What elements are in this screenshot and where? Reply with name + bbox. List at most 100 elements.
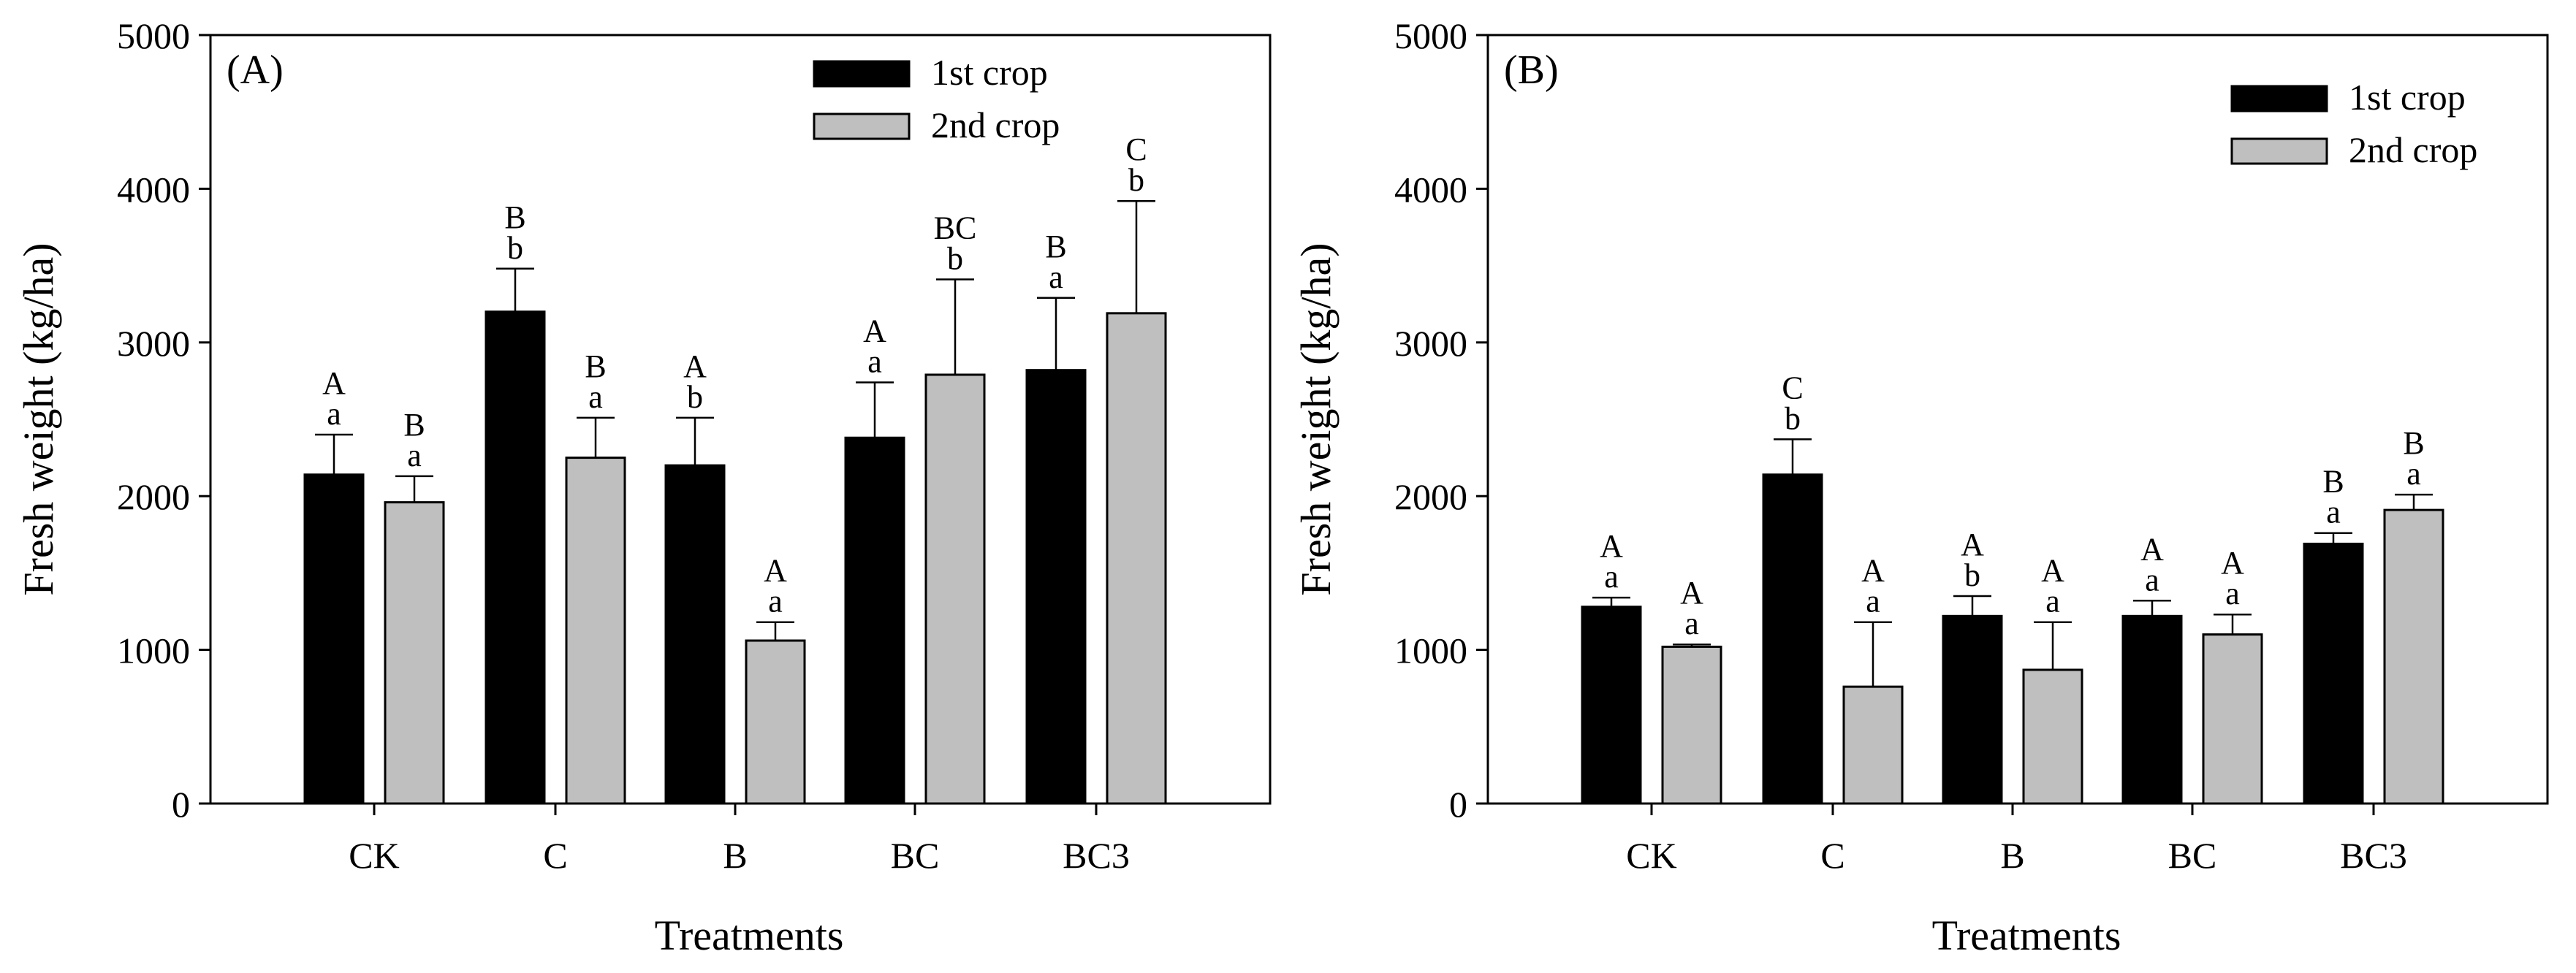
significance-letter-upper: A (2140, 531, 2164, 567)
x-tick-label: C (543, 835, 567, 876)
y-tick-label: 1000 (1394, 630, 1467, 671)
x-tick-label: B (2000, 835, 2024, 876)
significance-letter-upper: A (1861, 553, 1885, 589)
significance-letter-lower: a (1684, 606, 1699, 641)
significance-letter-upper: A (322, 365, 346, 401)
bar-second-crop (2022, 668, 2083, 805)
plot-frame (1486, 34, 2549, 805)
significance-letter-upper: A (1961, 527, 1984, 562)
y-tick-label: 5000 (117, 15, 190, 56)
panel-label: (A) (227, 47, 284, 93)
legend-label-first-crop: 1st crop (2349, 77, 2466, 118)
legend-swatch-second-crop (813, 112, 911, 140)
significance-letter-upper: A (1600, 528, 1623, 564)
y-tick-label: 4000 (1394, 169, 1467, 210)
significance-letter-upper: A (764, 553, 787, 589)
significance-letter-lower: a (2326, 495, 2341, 530)
legend-label-first-crop: 1st crop (931, 52, 1048, 93)
significance-letter-lower: a (1604, 559, 1619, 595)
x-tick-label: B (723, 835, 747, 876)
x-tick-label: BC (2168, 835, 2217, 876)
significance-letter-lower: a (2045, 584, 2060, 619)
bar-first-crop (1762, 473, 1823, 805)
x-tick-label: C (1820, 835, 1844, 876)
x-axis-label: Treatments (655, 912, 844, 959)
bar-second-crop (1842, 685, 1904, 805)
significance-letter-upper: B (2322, 464, 2344, 500)
significance-letter-upper: B (504, 199, 525, 235)
bar-first-crop (1942, 614, 2003, 805)
bar-first-crop (2121, 614, 2183, 805)
significance-letter-lower: a (867, 344, 882, 380)
bar-second-crop (924, 373, 986, 805)
bar-second-crop (2202, 633, 2263, 805)
y-tick-label: 2000 (1394, 476, 1467, 517)
significance-letter-upper: A (2041, 553, 2064, 589)
significance-letter-lower: a (2225, 576, 2240, 611)
significance-letter-lower: b (1785, 400, 1801, 436)
significance-letter-lower: a (1049, 259, 1063, 295)
significance-letter-upper: C (1125, 131, 1147, 167)
significance-letter-upper: C (1782, 370, 1803, 405)
significance-letter-lower: a (1866, 584, 1880, 619)
plot-frame (209, 34, 1272, 805)
y-tick-label: 0 (172, 784, 190, 825)
y-tick-label: 0 (1449, 784, 1467, 825)
significance-letter-lower: b (1128, 162, 1144, 198)
significance-letter-upper: A (683, 348, 707, 384)
significance-letter-upper: B (1045, 229, 1066, 264)
bar-second-crop (384, 501, 445, 805)
bar-second-crop (1106, 312, 1167, 805)
y-axis-label: Fresh weight (kg/ha) (1292, 243, 1340, 595)
significance-letter-upper: B (585, 348, 606, 384)
significance-letter-lower: a (2145, 562, 2159, 598)
legend-label-second-crop: 2nd crop (931, 104, 1060, 145)
legend-swatch-second-crop (2230, 137, 2328, 165)
y-tick-label: 3000 (117, 323, 190, 364)
x-tick-label: BC3 (1063, 835, 1130, 876)
bar-second-crop (1661, 645, 1722, 805)
significance-letter-lower: a (407, 438, 422, 473)
y-tick-label: 5000 (1394, 15, 1467, 56)
significance-letter-lower: a (2406, 456, 2421, 492)
panel-label: (B) (1504, 47, 1559, 93)
significance-letter-lower: b (687, 379, 703, 415)
bar-first-crop (1025, 369, 1087, 805)
legend-swatch-first-crop (813, 60, 911, 88)
significance-letter-upper: A (2221, 545, 2244, 581)
chart-panel-a: 0 1000 2000 3000 4000 5000 Fresh weight (kg/ha… (15, 15, 1272, 959)
significance-letter-lower: a (588, 379, 603, 415)
significance-letter-lower: a (327, 396, 341, 432)
bar-first-crop (2303, 542, 2364, 805)
x-tick-label: CK (1626, 835, 1676, 876)
chart-panel-b: 0 1000 2000 3000 4000 5000 Fresh weight (kg/ha… (1292, 15, 2549, 959)
y-tick-label: 3000 (1394, 323, 1467, 364)
bar-first-crop (485, 310, 546, 805)
y-tick-label: 4000 (117, 169, 190, 210)
legend-swatch-first-crop (2230, 85, 2328, 112)
bar-second-crop (565, 457, 626, 805)
legend-label-second-crop: 2nd crop (2349, 129, 2477, 170)
significance-letter-lower: a (768, 584, 783, 619)
significance-letter-lower: b (1964, 557, 1980, 593)
significance-letter-upper: BC (934, 210, 977, 246)
significance-letter-lower: b (947, 241, 963, 277)
bar-first-crop (1581, 606, 1642, 805)
significance-letter-lower: b (507, 230, 523, 266)
bar-second-crop (745, 639, 806, 805)
x-tick-label: BC3 (2340, 835, 2407, 876)
bar-second-crop (2383, 508, 2444, 805)
y-axis-label: Fresh weight (kg/ha) (15, 243, 62, 595)
y-tick-label: 1000 (117, 630, 190, 671)
significance-letter-upper: B (403, 407, 425, 443)
significance-letter-upper: A (1680, 575, 1703, 611)
significance-letter-upper: B (2403, 425, 2424, 461)
bar-first-crop (664, 464, 726, 805)
significance-letter-upper: A (863, 313, 886, 349)
x-tick-label: CK (349, 835, 399, 876)
x-tick-label: BC (891, 835, 940, 876)
bar-first-crop (844, 436, 905, 805)
y-tick-label: 2000 (117, 476, 190, 517)
x-axis-label: Treatments (1932, 912, 2121, 959)
